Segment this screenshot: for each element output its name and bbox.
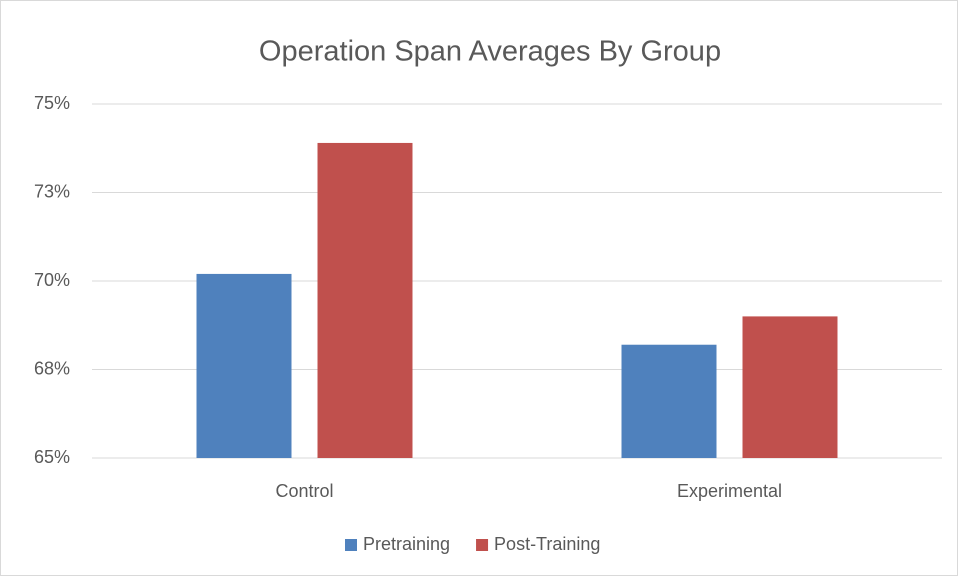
x-tick-label: Experimental	[677, 481, 782, 501]
legend-swatch	[345, 539, 357, 551]
bar	[621, 344, 717, 458]
y-tick-label: 75%	[34, 93, 70, 113]
bar	[196, 273, 292, 458]
legend-label: Post-Training	[494, 534, 600, 554]
y-tick-label: 70%	[34, 270, 70, 290]
bar	[317, 142, 413, 458]
y-tick-label: 68%	[34, 358, 70, 378]
y-tick-label: 65%	[34, 447, 70, 467]
legend-swatch	[476, 539, 489, 551]
bar	[742, 316, 838, 458]
x-tick-label: Control	[275, 481, 333, 501]
legend-label: Pretraining	[363, 534, 450, 554]
chart-title: Operation Span Averages By Group	[259, 36, 721, 68]
y-tick-label: 73%	[34, 181, 70, 201]
